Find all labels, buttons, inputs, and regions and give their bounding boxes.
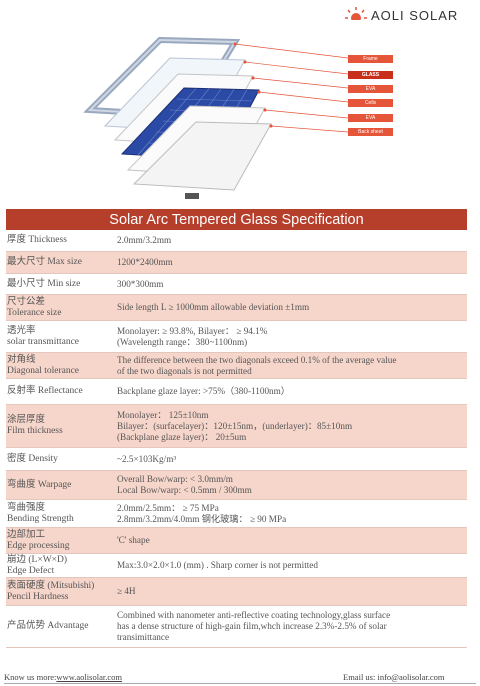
row-value: 1200*2400mm xyxy=(117,257,173,267)
footer-email: Email us: info@aolisolar.com xyxy=(343,672,445,682)
footer-prefix: Know us more: xyxy=(4,672,57,682)
row-value: of the two diagonals is not permitted xyxy=(117,365,252,376)
row-value: Backplane glaze layer: >75%（380-1100nm） xyxy=(117,386,290,396)
footer-website: Know us more:www.aolisolar.com xyxy=(4,672,122,682)
spec-title: Solar Arc Tempered Glass Specification xyxy=(6,209,467,230)
brand-name: AOLI SOLAR xyxy=(371,7,459,23)
exploded-panel-illustration xyxy=(83,36,349,199)
row-min-size: 最小尺寸 Min size 300*300mm xyxy=(6,274,467,295)
footer-divider xyxy=(4,683,476,684)
row-value: Overall Bow/warp: < 3.0mm/m xyxy=(117,474,233,484)
row-diagonal-tolerance: 对角线 Diagonal tolerance The difference bet… xyxy=(6,353,467,379)
row-advantage: 产品优势 Advantage Combined with nanometer a… xyxy=(6,606,467,648)
row-label: Edge Defect xyxy=(7,565,55,576)
row-label: Tolerance size xyxy=(7,307,62,318)
row-value: ≥ 4H xyxy=(117,586,136,596)
row-value: 'C' shape xyxy=(117,535,150,545)
row-label: solar transmittance xyxy=(7,336,80,347)
row-label: 密度 Density xyxy=(7,453,58,464)
row-max-size: 最大尺寸 Max size 1200*2400mm xyxy=(6,252,467,274)
row-value: Bilayer：(surfacelayer)：120±15nm，(underla… xyxy=(117,420,353,431)
row-value: Monolayer: ≥ 93.8%, Bilayer： ≥ 94.1% xyxy=(117,325,268,336)
row-solar-transmittance: 透光率 solar transmittance Monolayer: ≥ 93.8… xyxy=(6,321,467,353)
row-label: 表面硬度 (Mitsubishi) xyxy=(7,580,95,591)
row-label: Diagonal tolerance xyxy=(7,365,80,376)
row-edge-processing: 边部加工 Edge processing 'C' shape xyxy=(6,528,467,554)
row-value: 2.0mm/3.2mm xyxy=(117,235,172,245)
spec-table: 厚度 Thickness 2.0mm/3.2mm 最大尺寸 Max size 1… xyxy=(6,230,467,648)
row-value: 2.8mm/3.2mm/4.0mm 钢化玻璃： ≥ 90 MPa xyxy=(117,513,287,524)
row-label: 尺寸公差 xyxy=(7,296,46,307)
layer-label-eva-front: EVA xyxy=(348,85,393,93)
row-label: 弯曲度 Warpage xyxy=(7,479,72,490)
row-value: has a dense structure of high-gain film,… xyxy=(117,621,387,631)
row-value: 2.0mm/2.5mm： ≥ 75 MPa xyxy=(117,502,219,513)
row-label: 崩边 (L×W×D) xyxy=(7,554,68,565)
sun-logo-icon xyxy=(345,7,367,24)
row-label: Bending Strength xyxy=(7,513,74,524)
row-value: 300*300mm xyxy=(117,278,164,289)
brand-logo: AOLI SOLAR xyxy=(345,4,475,26)
row-thickness: 厚度 Thickness 2.0mm/3.2mm xyxy=(6,230,467,252)
row-density: 密度 Density ~2.5×103Kg/m³ xyxy=(6,448,467,471)
website-link[interactable]: www.aolisolar.com xyxy=(56,672,122,682)
row-value: transimittance xyxy=(117,632,170,642)
row-tolerance-size: 尺寸公差 Tolerance size Side length L ≥ 1000m… xyxy=(6,295,467,321)
row-value: Combined with nanometer anti-reflective … xyxy=(117,610,391,620)
row-bending-strength: 弯曲强度 Bending Strength 2.0mm/2.5mm： ≥ 75 M… xyxy=(6,500,467,528)
row-label: Pencil Hardness xyxy=(7,591,69,602)
row-label: 最小尺寸 Min size xyxy=(7,278,81,289)
panel-layer-diagram: Frame GLASS EVA Cells EVA Back sheet xyxy=(60,28,460,208)
row-reflectance: 反射率 Reflectance Backplane glaze layer: >… xyxy=(6,379,467,405)
row-value: Local Bow/warp: < 0.5mm / 300mm xyxy=(117,485,252,495)
row-value: (Backplane glaze layer)： 20±5um xyxy=(117,431,247,442)
layer-label-glass: GLASS xyxy=(348,71,393,79)
row-value: The difference between the two diagonals… xyxy=(117,354,397,365)
row-label: 最大尺寸 Max size xyxy=(7,257,82,267)
row-label: 反射率 Reflectance xyxy=(7,386,83,396)
row-label: Film thickness xyxy=(7,426,63,436)
row-label: 边部加工 xyxy=(7,529,46,540)
row-label: 厚度 Thickness xyxy=(7,235,67,245)
row-label: 涂层厚度 xyxy=(7,415,46,425)
row-label: Edge processing xyxy=(7,540,70,551)
row-film-thickness: 涂层厚度 Film thickness Monolayer： 125±10nm Bi… xyxy=(6,405,467,448)
row-label: 透光率 xyxy=(7,325,36,336)
row-edge-defect: 崩边 (L×W×D) Edge Defect Max:3.0×2.0×1.0 (m… xyxy=(6,554,467,578)
row-value: ~2.5×103Kg/m³ xyxy=(117,453,177,464)
row-label: 弯曲强度 xyxy=(7,502,46,513)
layer-label-frame: Frame xyxy=(348,55,393,63)
row-warpage: 弯曲度 Warpage Overall Bow/warp: < 3.0mm/m L… xyxy=(6,471,467,500)
row-value: Monolayer： 125±10nm xyxy=(117,409,209,420)
row-pencil-hardness: 表面硬度 (Mitsubishi) Pencil Hardness ≥ 4H xyxy=(6,578,467,606)
layer-label-eva-back: EVA xyxy=(348,114,393,122)
row-label: 产品优势 Advantage xyxy=(7,621,89,631)
layer-label-backsheet: Back sheet xyxy=(348,128,393,136)
row-value: (Wavelength range：380~1100nm) xyxy=(117,336,248,347)
row-value: Side length L ≥ 1000mm allowable deviati… xyxy=(117,302,310,312)
layer-label-cells: Cells xyxy=(348,99,393,107)
row-value: Max:3.0×2.0×1.0 (mm) . Sharp corner is n… xyxy=(117,560,318,570)
row-label: 对角线 xyxy=(7,354,36,365)
